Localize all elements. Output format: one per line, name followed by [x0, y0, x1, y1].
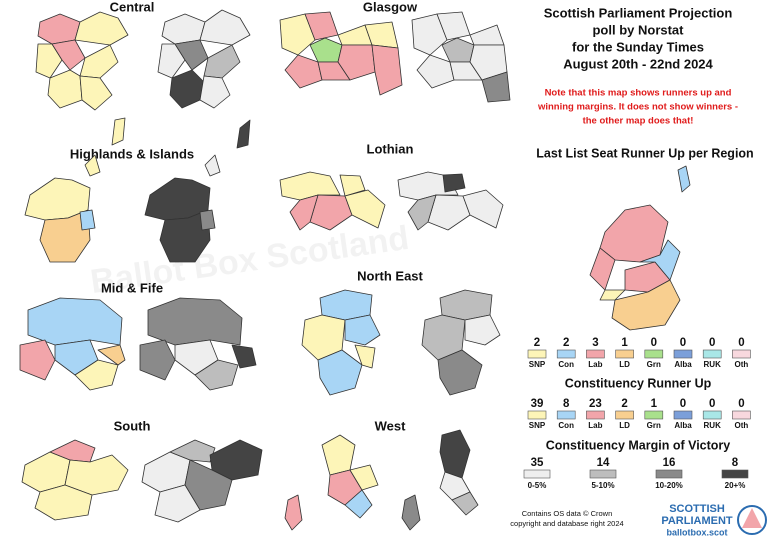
margin-swatch [655, 469, 683, 479]
margin-count: 14 [597, 457, 610, 469]
party-label: Oth [735, 360, 749, 369]
party-label: RUK [704, 360, 722, 369]
party-swatch [644, 349, 664, 359]
party-label: Grn [647, 421, 661, 430]
title: for the Sunday Times [572, 39, 704, 54]
seat-count: 0 [738, 337, 744, 349]
party-swatch [586, 349, 605, 359]
margin-label: 5-10% [591, 481, 614, 490]
margin-swatch [589, 469, 617, 479]
party-label: LD [619, 421, 630, 430]
party-swatch [702, 410, 722, 420]
party-swatch [615, 349, 634, 359]
seat-count: 0 [709, 337, 715, 349]
margin-label: 10-20% [655, 481, 683, 490]
party-label: Con [558, 360, 574, 369]
seat-count: 8 [563, 398, 570, 410]
footer: copyright and database right 2024 [510, 519, 623, 528]
region-label: Glasgow [363, 0, 418, 14]
party-label: RUK [704, 421, 722, 430]
seat-count: 0 [709, 398, 715, 410]
region-label: North East [357, 268, 423, 283]
party-swatch [527, 349, 547, 359]
note: winning margins. It does not show winner… [537, 102, 738, 113]
margin-count: 8 [732, 457, 739, 469]
seat-count: 0 [738, 398, 744, 410]
party-label: Lab [588, 360, 602, 369]
logo-text: PARLIAMENT [661, 515, 733, 527]
party-label: SNP [529, 421, 546, 430]
margin-label: 20+% [725, 481, 746, 490]
party-swatch [732, 410, 751, 420]
logo-text: ballotbox.scot [666, 527, 727, 537]
region-label: Central [110, 0, 155, 14]
margin-label: 0-5% [528, 481, 547, 490]
region-label: West [375, 418, 406, 433]
margin-swatch [523, 469, 551, 479]
seat-count: 0 [680, 337, 686, 349]
logo-text: SCOTTISH [669, 503, 725, 515]
party-swatch [527, 410, 547, 420]
party-swatch [586, 410, 605, 420]
party-label: Alba [674, 421, 692, 430]
seat-count: 0 [680, 398, 686, 410]
seat-count: 2 [621, 398, 627, 410]
legend-heading: Constituency Runner Up [565, 376, 712, 390]
footer: Contains OS data © Crown [522, 509, 613, 518]
margin-count: 35 [531, 457, 544, 469]
party-swatch [556, 349, 576, 359]
seat-count: 2 [534, 337, 540, 349]
party-swatch [644, 410, 664, 420]
note: the other map does that! [583, 116, 694, 127]
legend-heading: Last List Seat Runner Up per Region [536, 146, 753, 160]
logo: SCOTTISH PARLIAMENT ballotbox.scot [661, 503, 767, 537]
note: Note that this map shows runners up and [545, 88, 732, 99]
party-swatch [673, 410, 693, 420]
seat-count: 2 [563, 337, 569, 349]
legend-heading: Constituency Margin of Victory [546, 438, 731, 452]
region-label: South [114, 418, 151, 433]
party-label: Con [558, 421, 574, 430]
region-maps [19, 9, 691, 531]
party-label: Lab [588, 421, 602, 430]
seat-count: 0 [651, 337, 657, 349]
margin-swatch [721, 469, 749, 479]
seat-count: 3 [592, 337, 598, 349]
party-label: LD [619, 360, 630, 369]
party-swatch [732, 349, 751, 359]
party-swatch [673, 349, 693, 359]
region-label: Highlands & Islands [70, 146, 194, 161]
party-swatch [702, 349, 722, 359]
title: poll by Norstat [592, 22, 684, 37]
region-label: Mid & Fife [101, 280, 163, 295]
party-swatch [556, 410, 576, 420]
party-label: Alba [674, 360, 692, 369]
seat-count: 39 [531, 398, 544, 410]
party-label: SNP [529, 360, 546, 369]
seat-count: 1 [651, 398, 658, 410]
party-label: Grn [647, 360, 661, 369]
party-label: Oth [735, 421, 749, 430]
seat-count: 23 [589, 398, 602, 410]
margin-count: 16 [663, 457, 676, 469]
title: August 20th - 22nd 2024 [563, 56, 713, 71]
region-label: Lothian [367, 141, 414, 156]
title: Scottish Parliament Projection [544, 5, 733, 20]
seat-count: 1 [621, 337, 628, 349]
party-swatch [615, 410, 634, 420]
